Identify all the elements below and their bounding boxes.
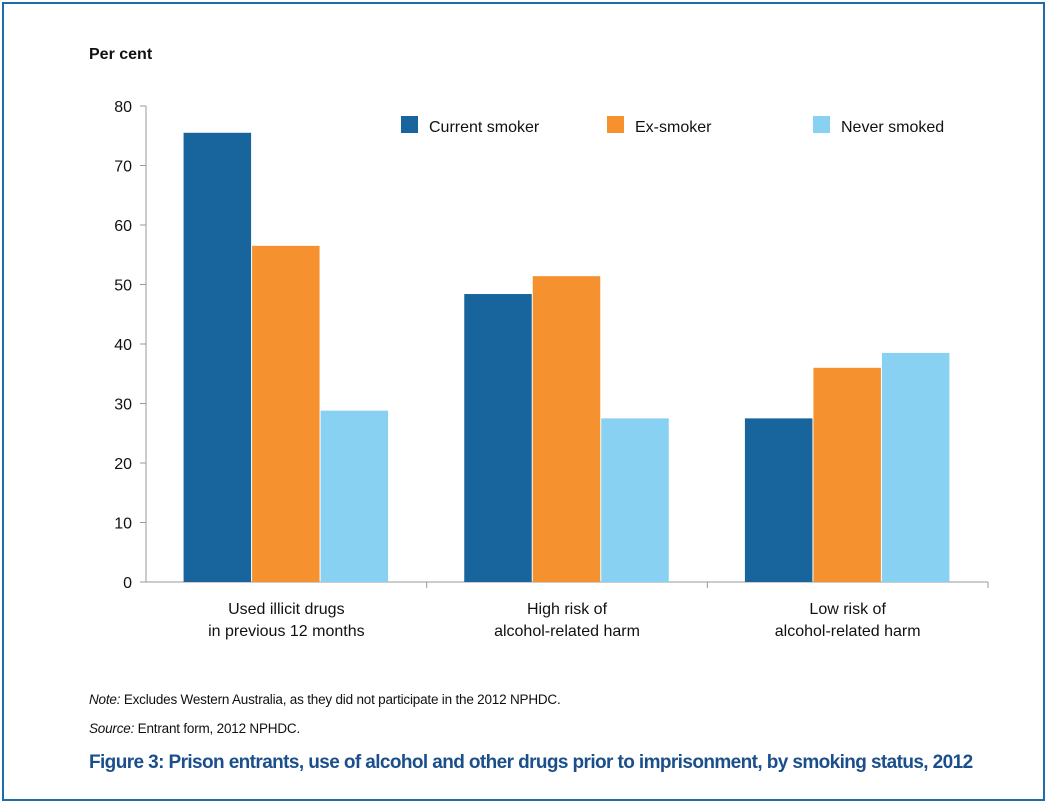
source-text: Source: Entrant form, 2012 NPHDC.: [89, 721, 300, 736]
bar: [813, 367, 881, 582]
category-label: High risk of: [527, 601, 608, 618]
legend-label: Ex-smoker: [635, 119, 712, 136]
legend-swatch: [607, 116, 624, 133]
bar: [601, 418, 669, 582]
y-axis-label: Per cent: [89, 46, 153, 63]
note-label: Note:: [89, 692, 121, 707]
y-tick-label: 0: [123, 575, 132, 592]
category-label: alcohol-related harm: [494, 623, 640, 640]
category-label: Low risk of: [809, 601, 886, 618]
y-tick-label: 50: [114, 278, 132, 295]
y-tick-label: 80: [114, 99, 132, 116]
bar-layer: [183, 132, 950, 582]
legend-label: Never smoked: [841, 119, 944, 136]
legend-swatch: [813, 116, 830, 133]
source-label: Source:: [89, 721, 135, 736]
axis-layer: 0 10 20 30 40 50 60 70 80: [114, 99, 989, 592]
y-tick-label: 20: [114, 456, 132, 473]
bar: [881, 352, 950, 582]
bar: [252, 245, 320, 582]
y-tick-label: 10: [114, 516, 132, 533]
y-tick-label: 70: [114, 159, 132, 176]
bar: [320, 410, 389, 582]
bar: [464, 294, 532, 582]
bar: [183, 132, 252, 582]
y-tick-label: 60: [114, 218, 132, 235]
source-body: Entrant form, 2012 NPHDC.: [134, 721, 301, 736]
category-label: alcohol-related harm: [775, 623, 921, 640]
note-text: Note: Excludes Western Australia, as the…: [89, 692, 561, 707]
category-labels: Used illicit drugs in previous 12 months H…: [208, 601, 921, 640]
bar: [744, 418, 813, 582]
y-tick-label: 40: [114, 337, 132, 354]
note-body: Excludes Western Australia, as they did …: [120, 692, 561, 707]
y-tick-label: 30: [114, 397, 132, 414]
category-label: Used illicit drugs: [228, 601, 344, 618]
figure-caption: Figure 3: Prison entrants, use of alcoho…: [89, 752, 973, 773]
legend-swatch: [401, 116, 418, 133]
legend: Current smoker Ex-smoker Never smoked: [401, 116, 944, 136]
legend-label: Current smoker: [429, 119, 540, 136]
bar: [532, 276, 601, 582]
category-label: in previous 12 months: [208, 623, 365, 640]
